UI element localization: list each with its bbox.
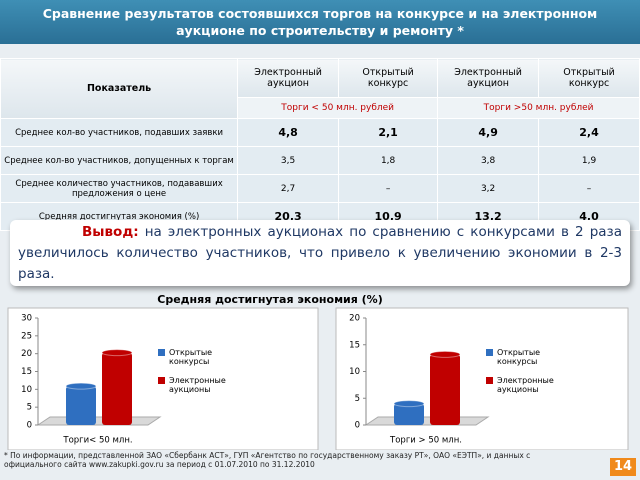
bar [102,352,132,425]
table-cell: 2,4 [538,118,640,147]
footnote: * По информации, представленной ЗАО «Сбе… [4,451,531,469]
subheader-cell: Торги >50 млн. рублей [437,97,640,119]
comparison-table: Показатель Электронный аукцион Открытый ко… [0,58,640,231]
conclusion-label: Вывод: [82,224,139,240]
legend-entry: Открытые конкурсы [486,348,564,366]
charts-title: Средняя достигнутая экономия (%) [157,293,382,306]
table-row: Среднее кол-во участников, допущенных к … [0,146,640,175]
floor [364,416,490,426]
table-row: Среднее кол-во участников, подавших заяв… [0,118,640,147]
legend-swatch [158,349,165,356]
table-cell: 2,1 [338,118,439,147]
table-cell: 1,8 [338,146,439,175]
bar [394,403,424,425]
bar [430,354,460,425]
header-cell: Открытый конкурс [338,58,439,98]
header-cell: Электронный аукцион [237,58,340,98]
y-tick-label: 0 [355,421,360,431]
table-row: Среднее количество участников, подававши… [0,174,640,203]
table-cell: Среднее кол-во участников, допущенных к … [0,146,239,175]
legend-label: Электронные аукционы [497,376,554,394]
floor [36,416,162,426]
legend-label: Открытые конкурсы [497,348,541,366]
legend-entry: Электронные аукционы [158,376,236,394]
header-cell: Показатель [0,58,239,119]
legend-swatch [486,349,493,356]
table-cell: 4,9 [437,118,540,147]
y-tick-label: 20 [349,314,360,324]
table-cell: – [338,174,439,203]
legend-entry: Открытые конкурсы [158,348,236,366]
table-cell: Среднее количество участников, подававши… [0,174,239,203]
table-cell: 3,2 [437,174,540,203]
page-number: 14 [610,458,636,476]
bar-top [65,382,97,390]
bar [66,386,96,425]
header-row: Показатель Электронный аукцион Открытый ко… [0,58,640,119]
y-tick-label: 10 [21,385,32,395]
table-cell: 2,7 [237,174,340,203]
y-tick-label: 5 [27,403,32,413]
x-tick-label: Торги > 50 млн. [389,436,462,446]
table-cell: 4,8 [237,118,340,147]
table-cell: 3,8 [437,146,540,175]
legend-label: Электронные аукционы [169,376,226,394]
y-tick-label: 20 [21,349,32,359]
subheader-cell: Торги < 50 млн. рублей [237,97,439,119]
header-cell: Открытый конкурс [538,58,640,98]
bar-top [393,400,425,408]
subheader-row: Торги < 50 млн. рублей Торги >50 млн. руб… [1,97,640,119]
y-tick-label: 25 [21,331,32,341]
x-tick-label: Торги< 50 млн. [62,436,132,446]
charts: Средняя достигнутая экономия (%) 0 5 10 15 2… [7,293,629,450]
bar-top [101,349,133,357]
header-cell: Электронный аукцион [437,58,540,98]
y-tick-label: 5 [355,394,360,404]
chart-frame [335,307,629,450]
table-cell: 1,9 [538,146,640,175]
y-tick-label: 30 [21,314,32,324]
bar-top [429,350,461,358]
slide-title: Сравнение результатов состоявшихся торго… [0,0,640,44]
table-cell: – [538,174,640,203]
y-tick-label: 10 [349,367,360,377]
legend-swatch [486,377,493,384]
table-cell: 3,5 [237,146,340,175]
conclusion-text: на электронных аукционах по сравнению с … [18,224,622,282]
y-tick-label: 0 [27,421,32,431]
legend-entry: Электронные аукционы [486,376,564,394]
y-tick-label: 15 [349,340,360,350]
y-tick-label: 15 [21,367,32,377]
table-cell: Среднее кол-во участников, подавших заяв… [0,118,239,147]
legend-swatch [158,377,165,384]
legend-label: Открытые конкурсы [169,348,213,366]
conclusion: Вывод: на электронных аукционах по сравн… [10,220,630,286]
